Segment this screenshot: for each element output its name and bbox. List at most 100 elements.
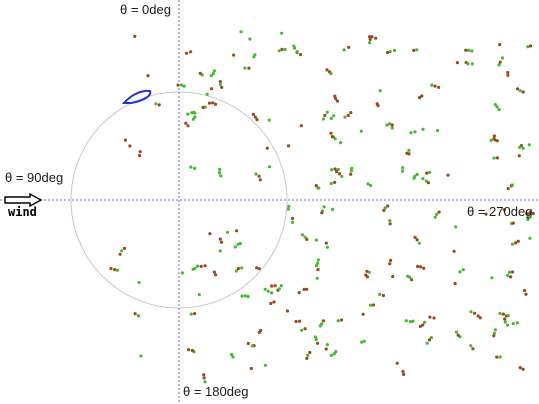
particle-dot <box>123 138 127 142</box>
particle-dot <box>409 131 413 135</box>
particle-dot <box>521 90 525 94</box>
particle-dot <box>218 80 222 84</box>
particle-dot <box>314 238 318 242</box>
particle-dot <box>436 129 440 133</box>
particle-dot <box>402 372 406 376</box>
particle-dot <box>202 373 206 377</box>
particle-dot <box>385 50 390 55</box>
particle-dot <box>430 83 434 87</box>
particle-dot <box>349 111 353 115</box>
particle-dot <box>521 367 525 371</box>
particle-dot <box>298 319 302 323</box>
particle-dot <box>313 335 318 339</box>
particle-dot <box>368 41 372 45</box>
particle-dot <box>413 235 417 239</box>
particle-dot <box>118 252 122 256</box>
particle-dot <box>493 103 497 107</box>
particle-dot <box>157 103 161 107</box>
particle-dot <box>425 341 429 345</box>
particle-dot <box>406 274 410 278</box>
particle-dot <box>133 34 137 39</box>
particle-dot <box>254 172 258 176</box>
particle-dot <box>232 53 236 57</box>
particle-dot <box>422 266 426 270</box>
particle-dot <box>331 207 335 212</box>
particle-dot <box>280 47 284 52</box>
particle-dot <box>390 123 394 127</box>
particle-dot <box>371 303 375 307</box>
particle-dot <box>511 221 515 225</box>
particle-dot <box>516 239 520 243</box>
particle-dot <box>218 249 222 253</box>
particle-dot <box>329 72 333 76</box>
particle-dot <box>369 183 373 188</box>
particle-dot <box>388 219 392 223</box>
particle-dot <box>333 180 337 184</box>
particle-dot <box>518 145 522 149</box>
particle-dot <box>203 264 207 268</box>
particle-dot <box>199 264 203 268</box>
particle-dot <box>432 316 436 320</box>
particle-dot <box>243 294 247 298</box>
particle-dot <box>526 217 530 222</box>
particle-dot <box>388 222 392 226</box>
particle-dot <box>182 84 186 88</box>
particle-dot <box>189 165 193 169</box>
particle-dot <box>389 258 393 262</box>
particle-dot <box>128 144 132 148</box>
particle-dot <box>500 56 504 60</box>
particle-dot <box>253 115 257 119</box>
particle-dot <box>314 184 318 188</box>
particle-dot <box>470 62 474 66</box>
particle-dot <box>360 340 364 344</box>
particle-dot <box>335 170 339 174</box>
particle-dot <box>503 317 507 321</box>
particle-dot <box>461 268 465 272</box>
particle-dot <box>421 323 425 327</box>
particle-dot <box>322 205 326 209</box>
particle-dot <box>339 141 343 145</box>
particle-dot <box>433 84 437 88</box>
theta-270-label: θ = 270deg <box>467 204 532 219</box>
particle-dot <box>291 216 295 221</box>
particle-dot <box>257 267 261 271</box>
particle-dot <box>333 137 337 141</box>
particle-dot <box>455 61 459 65</box>
particle-dot <box>324 241 328 245</box>
particle-dot <box>115 268 120 272</box>
particle-cloud <box>109 30 535 384</box>
particle-dot <box>478 316 482 320</box>
particle-dot <box>113 268 117 272</box>
particle-dot <box>476 314 480 318</box>
particle-dot <box>492 334 496 338</box>
particle-dot <box>120 249 124 253</box>
particle-dot <box>528 44 533 48</box>
particle-dot <box>316 258 320 262</box>
particle-dot <box>109 267 113 271</box>
particle-dot <box>378 89 382 93</box>
particle-dot <box>239 30 243 34</box>
particle-dot <box>456 333 460 337</box>
particle-dot <box>214 273 218 277</box>
particle-dot <box>417 241 421 245</box>
particle-dot <box>193 166 197 170</box>
particle-dot <box>510 242 514 246</box>
particle-dot <box>191 117 195 121</box>
particle-dot <box>286 207 290 211</box>
particle-dot <box>492 156 496 160</box>
particle-dot <box>205 92 209 96</box>
particle-dot <box>340 318 344 322</box>
particle-dot <box>493 328 497 332</box>
particle-dot <box>435 212 439 216</box>
particle-dot <box>190 111 194 115</box>
particle-dot <box>382 208 386 212</box>
particle-dot <box>138 150 142 154</box>
particle-dot <box>295 50 299 54</box>
particle-dot <box>388 50 392 54</box>
particle-dot <box>273 284 277 288</box>
particle-dot <box>189 312 193 316</box>
particle-dot <box>225 230 230 234</box>
particle-dot <box>233 245 237 249</box>
particle-dot <box>518 366 522 370</box>
particle-dot <box>209 74 213 78</box>
